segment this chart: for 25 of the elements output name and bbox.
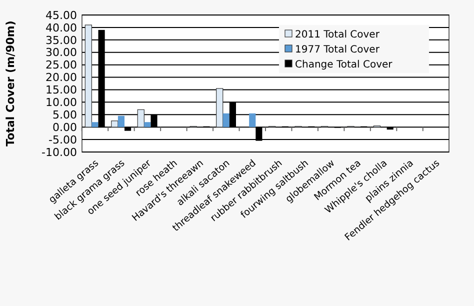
bar	[222, 113, 230, 128]
legend-label: Change Total Cover	[295, 60, 394, 70]
y-axis-title: Total Cover (m/90m)	[4, 20, 17, 146]
y-tick-label: -10.00	[42, 146, 77, 159]
bar	[84, 24, 92, 128]
legend-label: 1977 Total Cover	[295, 44, 380, 56]
y-tick-label: 25.00	[46, 58, 77, 72]
y-tick-label: 10.00	[46, 96, 77, 110]
bar	[216, 88, 224, 128]
bar	[92, 122, 98, 128]
y-tick-label: 15.00	[46, 84, 77, 97]
y-tick-label: 35.00	[46, 34, 77, 47]
y-tick-label: 0.00	[52, 120, 77, 134]
y-tick-label: 5.00	[52, 108, 77, 122]
y-tick-label: 40.00	[46, 21, 77, 34]
bar	[249, 113, 256, 128]
bar	[144, 122, 151, 128]
bar	[111, 120, 118, 128]
bar	[118, 116, 124, 128]
bar	[137, 109, 144, 128]
legend-label: 2011 Total Cover	[295, 30, 380, 40]
y-tick-label: 20.00	[46, 71, 77, 84]
y-tick-label: 30.00	[46, 46, 77, 60]
y-tick-label: 45.00	[46, 8, 77, 22]
y-tick-label: -5.00	[48, 133, 77, 146]
